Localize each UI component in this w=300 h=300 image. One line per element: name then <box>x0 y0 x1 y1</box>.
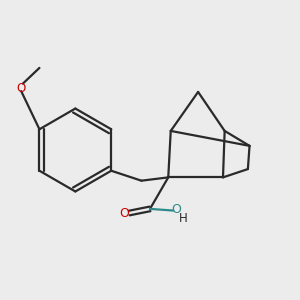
Text: O: O <box>119 207 129 220</box>
Text: O: O <box>16 82 26 95</box>
Text: H: H <box>179 212 188 224</box>
Text: O: O <box>171 203 181 216</box>
